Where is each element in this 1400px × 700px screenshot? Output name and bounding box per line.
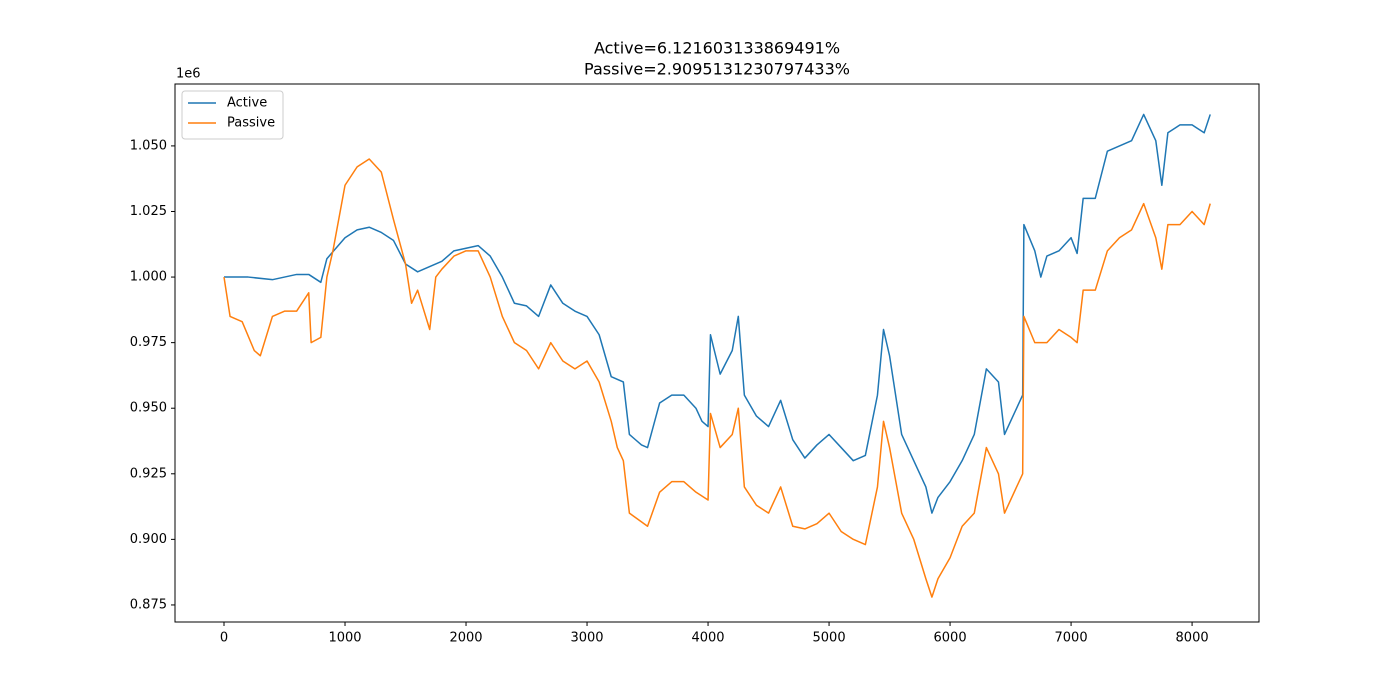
y-tick-label: 1.000 (130, 270, 167, 285)
x-tick-label: 5000 (813, 631, 846, 646)
x-tick-label: 4000 (691, 631, 724, 646)
x-tick-label: 2000 (449, 631, 482, 646)
plot-frame (174, 83, 1260, 623)
y-tick-label: 0.975 (130, 335, 167, 350)
y-tick-label: 0.875 (130, 597, 167, 612)
x-tick-label: 7000 (1055, 631, 1088, 646)
chart-title: Active=6.121603133869491% (594, 39, 840, 58)
x-tick-label: 8000 (1176, 631, 1209, 646)
x-tick-label: 0 (220, 631, 228, 646)
y-tick-label: 0.925 (130, 466, 167, 481)
y-tick-label: 0.900 (130, 532, 167, 547)
y-tick-label: 1.025 (130, 204, 167, 219)
x-tick-label: 6000 (934, 631, 967, 646)
legend-label: Active (227, 96, 267, 111)
x-tick-label: 1000 (328, 631, 361, 646)
chart-title: Passive=2.9095131230797433% (584, 60, 850, 79)
x-tick-label: 3000 (570, 631, 603, 646)
y-tick-label: 0.950 (130, 401, 167, 416)
data-line (223, 158, 1211, 598)
y-tick-label: 1.050 (130, 138, 167, 153)
data-line (224, 113, 1211, 514)
legend-label: Passive (227, 116, 275, 131)
y-offset-label: 1e6 (176, 67, 201, 82)
